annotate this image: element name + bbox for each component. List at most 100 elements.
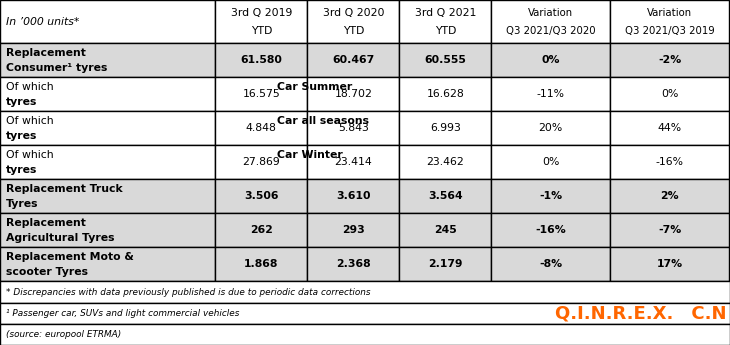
Bar: [399, 247, 491, 282]
Text: 3rd Q 2020: 3rd Q 2020: [323, 8, 384, 18]
Bar: [399, 213, 491, 247]
Bar: [491, 179, 610, 213]
Text: 4.848: 4.848: [246, 123, 277, 133]
Text: 3.564: 3.564: [428, 191, 463, 201]
Text: -1%: -1%: [539, 191, 562, 201]
Text: 1.868: 1.868: [244, 259, 279, 269]
Text: Replacement Truck: Replacement Truck: [6, 184, 123, 194]
Bar: [399, 145, 491, 179]
Text: Of which: Of which: [6, 116, 57, 126]
Text: 16.575: 16.575: [242, 89, 280, 99]
Bar: [215, 145, 307, 179]
Bar: [215, 77, 307, 111]
Bar: [0, 43, 215, 77]
Text: scooter Tyres: scooter Tyres: [6, 267, 88, 277]
Text: 0%: 0%: [661, 89, 678, 99]
Text: In ’000 units*: In ’000 units*: [6, 17, 80, 27]
Bar: [215, 213, 307, 247]
Bar: [399, 43, 491, 77]
Text: Consumer¹ tyres: Consumer¹ tyres: [6, 62, 107, 72]
Text: YTD: YTD: [250, 26, 272, 36]
Bar: [0, 213, 215, 247]
Text: 6.993: 6.993: [430, 123, 461, 133]
Bar: [215, 0, 307, 43]
Bar: [307, 111, 399, 145]
Text: 293: 293: [342, 225, 365, 235]
Text: 20%: 20%: [539, 123, 563, 133]
Text: Replacement: Replacement: [6, 48, 85, 58]
Bar: [610, 77, 729, 111]
Bar: [215, 247, 307, 282]
Text: Of which: Of which: [6, 82, 57, 92]
Bar: [0, 247, 215, 282]
Text: YTD: YTD: [434, 26, 456, 36]
Text: 3rd Q 2021: 3rd Q 2021: [415, 8, 476, 18]
Text: 61.580: 61.580: [240, 55, 283, 65]
Bar: [491, 213, 610, 247]
Bar: [399, 77, 491, 111]
Text: 44%: 44%: [658, 123, 682, 133]
Text: Replacement: Replacement: [6, 218, 85, 228]
Bar: [307, 213, 399, 247]
Text: 2.179: 2.179: [428, 259, 463, 269]
Text: Q3 2021/Q3 2019: Q3 2021/Q3 2019: [625, 26, 715, 36]
Bar: [0, 179, 215, 213]
Bar: [307, 77, 399, 111]
Bar: [307, 43, 399, 77]
Bar: [0, 77, 215, 111]
Text: YTD: YTD: [342, 26, 364, 36]
Bar: [491, 145, 610, 179]
Text: 23.414: 23.414: [334, 157, 372, 167]
Text: 3rd Q 2019: 3rd Q 2019: [231, 8, 292, 18]
Text: Replacement Moto &: Replacement Moto &: [6, 252, 134, 262]
Text: 5.843: 5.843: [338, 123, 369, 133]
Text: Q3 2021/Q3 2020: Q3 2021/Q3 2020: [506, 26, 596, 36]
Bar: [215, 43, 307, 77]
Bar: [610, 0, 729, 43]
Text: (source: europool ETRMA): (source: europool ETRMA): [6, 330, 121, 339]
Text: Car Summer: Car Summer: [277, 82, 353, 92]
Bar: [491, 43, 610, 77]
Bar: [610, 111, 729, 145]
Text: 3.506: 3.506: [244, 191, 279, 201]
Text: -16%: -16%: [535, 225, 566, 235]
Text: tyres: tyres: [6, 97, 37, 107]
Bar: [491, 77, 610, 111]
Text: * Discrepancies with data previously published is due to periodic data correctio: * Discrepancies with data previously pub…: [6, 288, 370, 297]
Text: -16%: -16%: [656, 157, 684, 167]
Text: Car all seasons: Car all seasons: [277, 116, 369, 126]
Text: ¹ Passenger car, SUVs and light commercial vehicles: ¹ Passenger car, SUVs and light commerci…: [6, 309, 239, 318]
Text: 0%: 0%: [542, 55, 560, 65]
Text: 2%: 2%: [661, 191, 679, 201]
Text: 17%: 17%: [657, 259, 683, 269]
Bar: [610, 213, 729, 247]
Bar: [307, 179, 399, 213]
Text: -8%: -8%: [539, 259, 562, 269]
Bar: [0, 0, 215, 43]
Text: 3.610: 3.610: [336, 191, 371, 201]
Bar: [0, 145, 215, 179]
Text: 60.467: 60.467: [332, 55, 374, 65]
Text: Tyres: Tyres: [6, 199, 39, 209]
Bar: [215, 111, 307, 145]
Bar: [307, 145, 399, 179]
Bar: [399, 0, 491, 43]
Text: Of which: Of which: [6, 150, 57, 160]
Bar: [399, 179, 491, 213]
Bar: [0, 324, 730, 345]
Bar: [610, 43, 729, 77]
Text: Variation: Variation: [648, 8, 692, 18]
Text: -7%: -7%: [658, 225, 681, 235]
Text: 0%: 0%: [542, 157, 559, 167]
Text: -11%: -11%: [537, 89, 565, 99]
Bar: [491, 0, 610, 43]
Text: Q.I.N.R.E.X. C.N: Q.I.N.R.E.X. C.N: [555, 305, 726, 323]
Text: tyres: tyres: [6, 131, 37, 141]
Bar: [491, 111, 610, 145]
Bar: [610, 179, 729, 213]
Text: 18.702: 18.702: [334, 89, 372, 99]
Text: -2%: -2%: [658, 55, 681, 65]
Bar: [0, 111, 215, 145]
Text: 23.462: 23.462: [426, 157, 464, 167]
Bar: [610, 145, 729, 179]
